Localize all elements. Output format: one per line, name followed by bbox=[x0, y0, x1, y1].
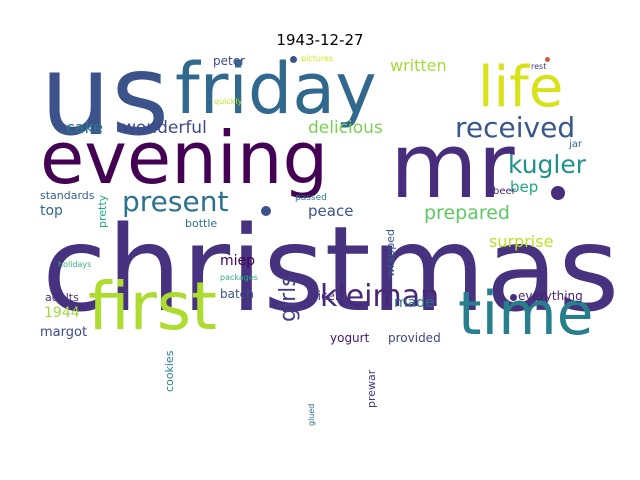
cloud-word: kleiman bbox=[320, 279, 440, 314]
period-mark bbox=[551, 186, 565, 200]
cloud-word: bottle bbox=[185, 217, 218, 230]
cloud-word: first bbox=[88, 268, 217, 345]
cloud-word: peter bbox=[213, 54, 246, 68]
cloud-word: prewar bbox=[365, 369, 378, 408]
cloud-word: yogurt bbox=[330, 331, 370, 345]
period-mark bbox=[510, 294, 517, 301]
cloud-word: 1944 bbox=[44, 305, 80, 321]
cloud-word: time bbox=[458, 279, 594, 349]
cloud-word: everything bbox=[518, 289, 583, 303]
cloud-word: pretty bbox=[96, 194, 109, 228]
cloud-word: passed bbox=[295, 193, 327, 203]
cloud-word: peace bbox=[308, 202, 354, 220]
cloud-word: batch bbox=[220, 287, 254, 301]
cloud-word: glued bbox=[307, 403, 316, 426]
cloud-word: rest bbox=[531, 62, 547, 71]
cloud-word: wrapped bbox=[384, 229, 397, 277]
cloud-word: bep bbox=[510, 178, 539, 196]
cloud-word: christmas bbox=[42, 200, 620, 338]
cloud-word: wonderful bbox=[122, 118, 207, 138]
period-mark bbox=[290, 56, 297, 63]
word-cloud: christmas us evening mr friday first time life r… bbox=[40, 40, 620, 426]
cloud-word: mr bbox=[390, 114, 515, 219]
cloud-word: life bbox=[478, 55, 564, 120]
cloud-word: prepared bbox=[424, 202, 510, 224]
cloud-word: surprise bbox=[489, 232, 554, 251]
cloud-word: jar bbox=[569, 139, 583, 150]
cloud-word: adults bbox=[45, 291, 79, 304]
cloud-word: us bbox=[40, 31, 170, 161]
plot-title: 1943-12-27 bbox=[276, 31, 364, 49]
cloud-word: quickly bbox=[214, 97, 243, 106]
cloud-word: margot bbox=[40, 325, 88, 340]
cloud-word: received bbox=[455, 111, 576, 144]
cloud-word: packages bbox=[220, 273, 258, 282]
cloud-word: kugler bbox=[508, 150, 587, 179]
period-mark bbox=[261, 206, 271, 216]
cloud-word: written bbox=[390, 56, 447, 75]
cloud-word: cake bbox=[66, 118, 104, 137]
cloud-word: standards bbox=[40, 189, 95, 202]
cloud-word: delicious bbox=[308, 118, 383, 138]
cloud-word: present bbox=[122, 185, 229, 218]
period-mark bbox=[545, 57, 550, 62]
cloud-word: nicely bbox=[310, 289, 346, 303]
cloud-word: girls bbox=[276, 275, 301, 322]
cloud-word: miep bbox=[220, 253, 256, 269]
cloud-word: top bbox=[40, 203, 63, 219]
cloud-word: holidays bbox=[58, 260, 92, 269]
cloud-word: friday bbox=[175, 48, 377, 130]
cloud-word: made bbox=[394, 295, 434, 311]
cloud-word: beer bbox=[493, 186, 516, 197]
cloud-word: provided bbox=[388, 331, 441, 345]
cloud-word: cookies bbox=[163, 350, 176, 392]
cloud-word: pictures bbox=[301, 54, 334, 63]
cloud-word: evening bbox=[40, 116, 329, 200]
